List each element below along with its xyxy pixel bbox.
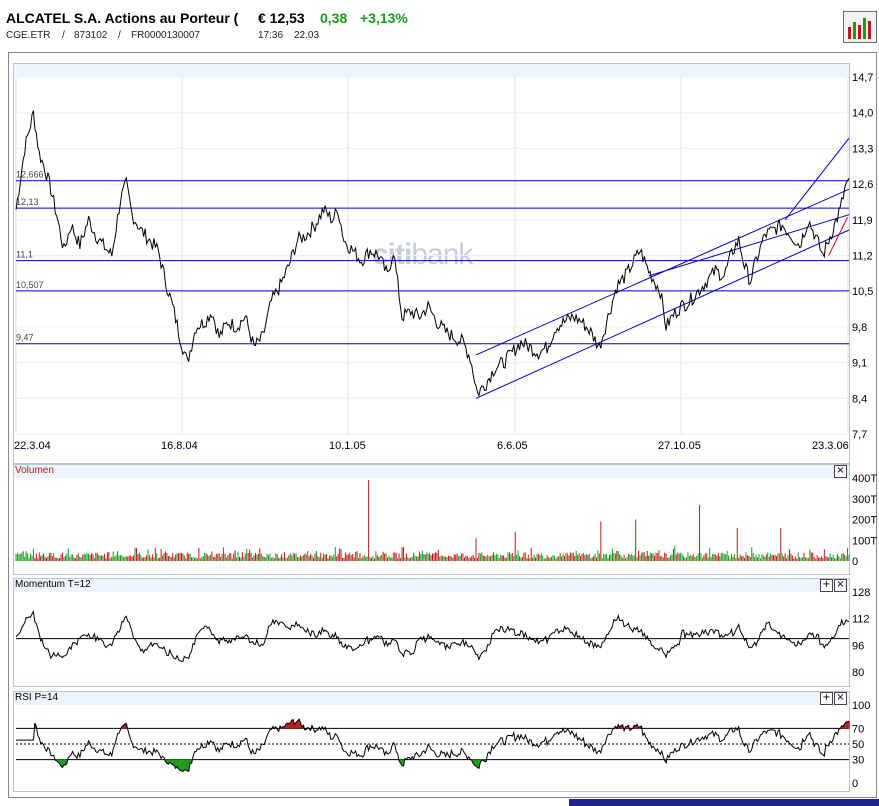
rsi-y-tick: 0 (852, 778, 858, 790)
bar-chart-icon (848, 18, 871, 39)
rsi-y-tick: 30 (852, 755, 864, 767)
red-trendline (828, 217, 848, 256)
momentum-y-tick: 96 (852, 640, 864, 652)
quote-date: 22.03 (294, 30, 320, 41)
panel-frame (13, 691, 850, 792)
level-label: 9,47 (16, 333, 34, 343)
horizontal-scrollbar[interactable] (569, 799, 879, 806)
rsi-y-tick: 50 (852, 739, 864, 751)
instrument-title: ALCATEL S.A. Actions au Porteur ( (6, 10, 239, 26)
price-panel-header (13, 63, 849, 77)
volume-panel-header (13, 464, 849, 478)
price-y-tick: 9,8 (852, 322, 867, 334)
citibank-watermark: citibank (372, 238, 473, 272)
rsi-y-tick: 70 (852, 723, 864, 735)
price-y-tick: 11,2 (852, 251, 873, 263)
price-y-tick: 11,9 (852, 215, 873, 227)
price-x-tick: 23.3.06 (812, 440, 849, 452)
level-label: 10,507 (16, 280, 44, 290)
volume-y-tick: 400T (852, 473, 877, 485)
trendline (784, 137, 850, 221)
momentum-line (15, 609, 850, 663)
price-x-tick: 22.3.04 (14, 440, 51, 452)
outer-frame (8, 52, 877, 798)
momentum-y-tick: 112 (852, 614, 870, 626)
volume-y-tick: 200T (852, 515, 877, 527)
price-y-tick: 14,0 (852, 108, 873, 120)
level-label: 12,666 (16, 170, 44, 180)
price-x-tick: 27.10.05 (658, 440, 701, 452)
isin: FR0000130007 (131, 30, 200, 41)
price-change: 0,38 (320, 10, 348, 26)
last-price: € 12,53 (258, 10, 305, 26)
price-x-tick: 16.8.04 (161, 440, 198, 452)
volume-y-tick: 100T (852, 535, 877, 547)
trendline (475, 229, 850, 399)
momentum-y-tick: 128 (852, 587, 870, 599)
panel-frame (13, 63, 850, 464)
price-line (15, 110, 850, 398)
quote-time: 17:36 (258, 30, 284, 41)
volume-y-tick: 0 (852, 556, 858, 568)
watermark-part2: bank (411, 238, 473, 271)
rsi-y-tick: 100 (852, 700, 870, 712)
level-label: 11,1 (16, 250, 33, 260)
price-x-tick: 6.6.05 (497, 440, 528, 452)
rsi-expand-button[interactable]: + (820, 692, 833, 705)
momentum-expand-button[interactable]: + (820, 579, 833, 592)
level-label: 12,13 (16, 197, 39, 207)
chart-logo-icon[interactable] (843, 11, 877, 43)
momentum-title: Momentum T=12 (15, 579, 91, 590)
rsi-title: RSI P=14 (15, 692, 59, 703)
volume-y-tick: 300T (852, 494, 877, 506)
separator: / (62, 30, 65, 41)
price-x-tick: 10.1.05 (329, 440, 366, 452)
momentum-panel-header (13, 578, 849, 592)
momentum-close-button[interactable]: × (834, 579, 847, 592)
price-y-tick: 13,3 (852, 143, 873, 155)
price-y-tick: 8,4 (852, 393, 867, 405)
rsi-close-button[interactable]: × (834, 692, 847, 705)
panel-frame (13, 578, 850, 687)
symbol: CGE.ETR (6, 30, 51, 41)
watermark-part1: citi (372, 238, 412, 271)
trendline (648, 214, 850, 277)
price-y-tick: 9,1 (852, 358, 867, 370)
price-y-tick: 14,7 (852, 72, 873, 84)
panel-frame (13, 464, 850, 575)
wkn: 873102 (74, 30, 108, 41)
separator: / (118, 30, 121, 41)
quote-header: ALCATEL S.A. Actions au Porteur ( € 12,5… (0, 0, 879, 48)
volume-title: Volumen (15, 465, 54, 476)
price-y-tick: 10,5 (852, 286, 873, 298)
rsi-panel-header (13, 691, 849, 705)
momentum-y-tick: 80 (852, 667, 864, 679)
price-y-tick: 7,7 (852, 429, 867, 441)
price-y-tick: 12,6 (852, 179, 873, 191)
rsi-line (16, 718, 850, 773)
price-change-percent: +3,13% (360, 10, 408, 26)
volume-close-button[interactable]: × (834, 465, 847, 478)
